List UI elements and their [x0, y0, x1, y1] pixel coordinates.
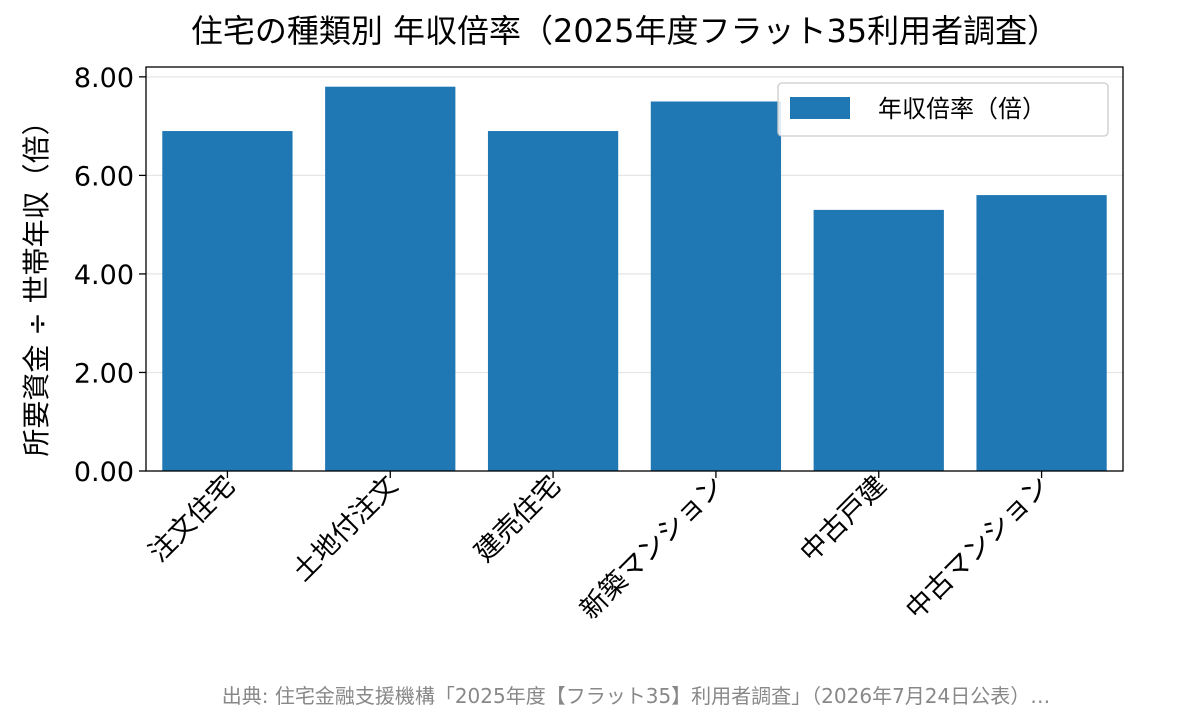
x-tick-label: 新築マンション — [574, 470, 730, 626]
plot-frame — [145, 66, 1124, 472]
legend-label: 年収倍率（倍） — [878, 95, 1046, 123]
bar — [487, 131, 619, 472]
bar — [325, 86, 456, 472]
x-tick-label: 建売住宅 — [469, 470, 567, 568]
bar — [650, 101, 782, 472]
y-tick-label: 4.00 — [74, 260, 134, 291]
y-axis-label: 所要資金 ÷ 世帯年収（倍） — [20, 107, 53, 456]
y-tick-label: 2.00 — [74, 358, 134, 389]
bar — [976, 195, 1107, 471]
y-tick-label: 0.00 — [74, 457, 134, 488]
legend-box — [777, 82, 1109, 137]
legend-swatch — [790, 97, 850, 119]
y-axis: 0.00 2.00 4.00 6.00 8.00 — [74, 63, 146, 488]
bar — [813, 209, 944, 471]
x-tick-label: 注文住宅 — [143, 470, 241, 568]
x-tick-label: 土地付注文 — [287, 470, 404, 587]
x-tick-label: 中古マンション — [900, 470, 1056, 626]
y-tick-label: 6.00 — [74, 161, 134, 192]
source-note: 出典: 住宅金融支援機構「2025年度【フラット35】利用者調査」（2026年7… — [222, 684, 1051, 708]
bars — [162, 86, 1107, 472]
x-tick-label: 中古戸建 — [794, 470, 892, 568]
x-axis: 注文住宅 土地付注文 建売住宅 新築マンション 中古戸建 中古マンション — [143, 470, 1055, 626]
bar — [162, 131, 293, 472]
y-tick-label: 8.00 — [74, 63, 134, 94]
legend: 年収倍率（倍） — [777, 82, 1109, 137]
chart-title: 住宅の種類別 年収倍率（2025年度フラット35利用者調査） — [191, 12, 1059, 50]
